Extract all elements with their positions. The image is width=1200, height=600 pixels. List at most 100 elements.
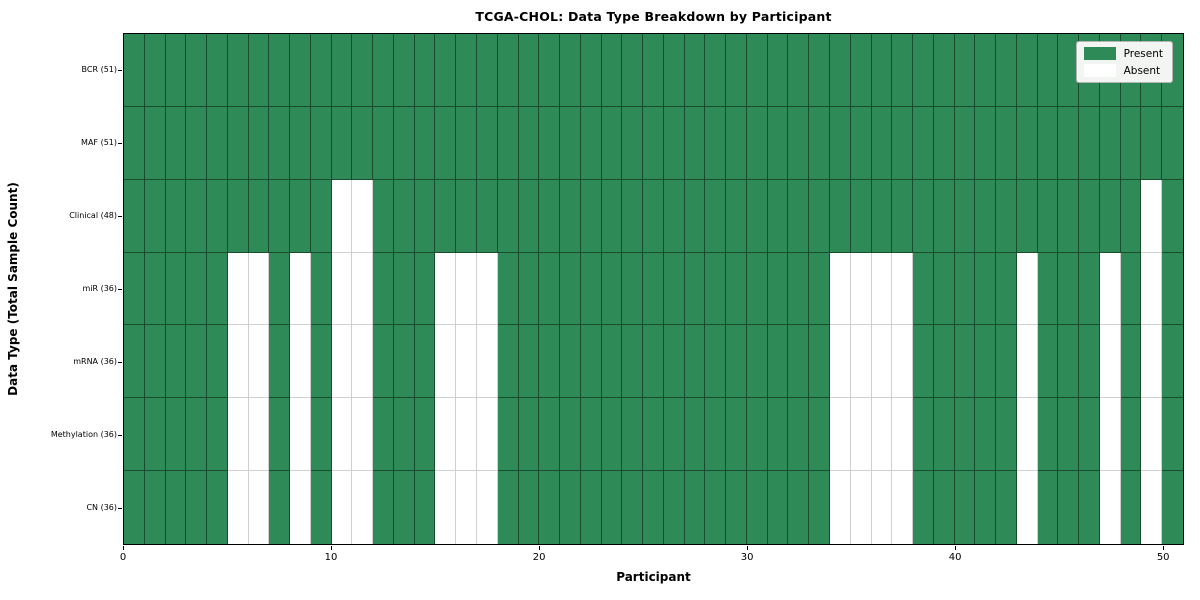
grid-cell [1079,398,1100,472]
grid-cell [518,252,540,326]
grid-cell [871,325,893,399]
grid-cell [497,325,519,399]
grid-cell [269,106,291,180]
grid-cell [352,398,374,472]
x-axis-tick-label: 0 [119,552,127,563]
legend-swatch-present-icon [1083,47,1116,60]
grid-cell [393,252,415,326]
grid-cell [705,471,727,544]
grid-cell [518,471,540,544]
grid-cell [975,252,997,326]
grid-cell [622,106,644,180]
grid-cell [913,398,934,472]
grid-cell [705,325,727,399]
grid-cell [248,471,270,544]
grid-cell [539,325,561,399]
grid-cell [1099,398,1121,472]
grid-cell [850,106,872,180]
y-axis-tick-mark [118,142,122,144]
grid-cell [144,106,166,180]
grid-cell [186,471,208,544]
grid-cell [269,34,291,107]
grid-cell [850,34,872,107]
grid-cell [622,252,644,326]
grid-cell [705,34,727,107]
grid-cell [601,106,623,180]
grid-cell [1162,106,1183,180]
grid-cell [373,34,394,107]
grid-cell [809,34,830,107]
grid-cell [165,34,187,107]
grid-cell [186,34,208,107]
grid-cell [1099,325,1121,399]
grid-cell [580,398,602,472]
grid-cell [643,325,664,399]
grid-cell [414,252,436,326]
grid-cell [456,252,477,326]
grid-cell [809,106,830,180]
grid-cell [892,106,914,180]
grid-cell [331,325,353,399]
grid-cell [975,179,997,253]
grid-cell [871,106,893,180]
grid-cell [497,252,519,326]
grid-cell [705,106,727,180]
grid-cell [1079,325,1100,399]
grid-cell [435,106,457,180]
grid-cell [892,398,914,472]
grid-cell [1016,34,1038,107]
grid-cell [829,34,851,107]
grid-cell [539,471,561,544]
grid-cell [331,252,353,326]
grid-cell [746,252,768,326]
grid-cell [933,398,955,472]
grid-cell [809,179,830,253]
grid-cell [767,106,789,180]
grid-cell [1120,325,1142,399]
grid-cell [269,179,291,253]
grid-cell [726,252,747,326]
grid-cell [414,34,436,107]
grid-cell [414,471,436,544]
grid-cell [393,398,415,472]
grid-cell [1016,179,1038,253]
grid-cell [560,179,581,253]
grid-cell [248,106,270,180]
grid-cell [829,106,851,180]
grid-cell [207,252,228,326]
y-axis-tick-mark [118,289,122,290]
grid-cell [414,106,436,180]
grid-row-MAF [124,106,1183,180]
grid-row-mRNA [124,325,1183,399]
grid-cell [144,325,166,399]
grid-cell [560,34,581,107]
grid-cell [269,398,291,472]
grid-cell [996,34,1017,107]
legend-item-present: Present [1083,47,1163,60]
grid-cell [435,398,457,472]
grid-cell [144,179,166,253]
grid-row-Clinical [124,179,1183,253]
grid-cell [933,106,955,180]
grid-cell [1141,179,1163,253]
grid-cell [476,398,498,472]
grid-cell [1099,106,1121,180]
grid-cell [996,398,1017,472]
grid-cell [933,252,955,326]
grid-cell [476,106,498,180]
grid-cell [643,179,664,253]
grid-cell [829,398,851,472]
grid-cell [207,179,228,253]
grid-cell [601,34,623,107]
grid-cell [373,252,394,326]
y-axis-tick-mark [118,435,122,437]
grid-cell [331,398,353,472]
grid-cell [996,325,1017,399]
grid-cell [165,471,187,544]
grid-row-CN [124,471,1183,544]
grid-cell [767,398,789,472]
grid-cell [124,179,145,253]
grid-cell [1058,471,1080,544]
grid-cell [352,471,374,544]
grid-cell [207,106,228,180]
